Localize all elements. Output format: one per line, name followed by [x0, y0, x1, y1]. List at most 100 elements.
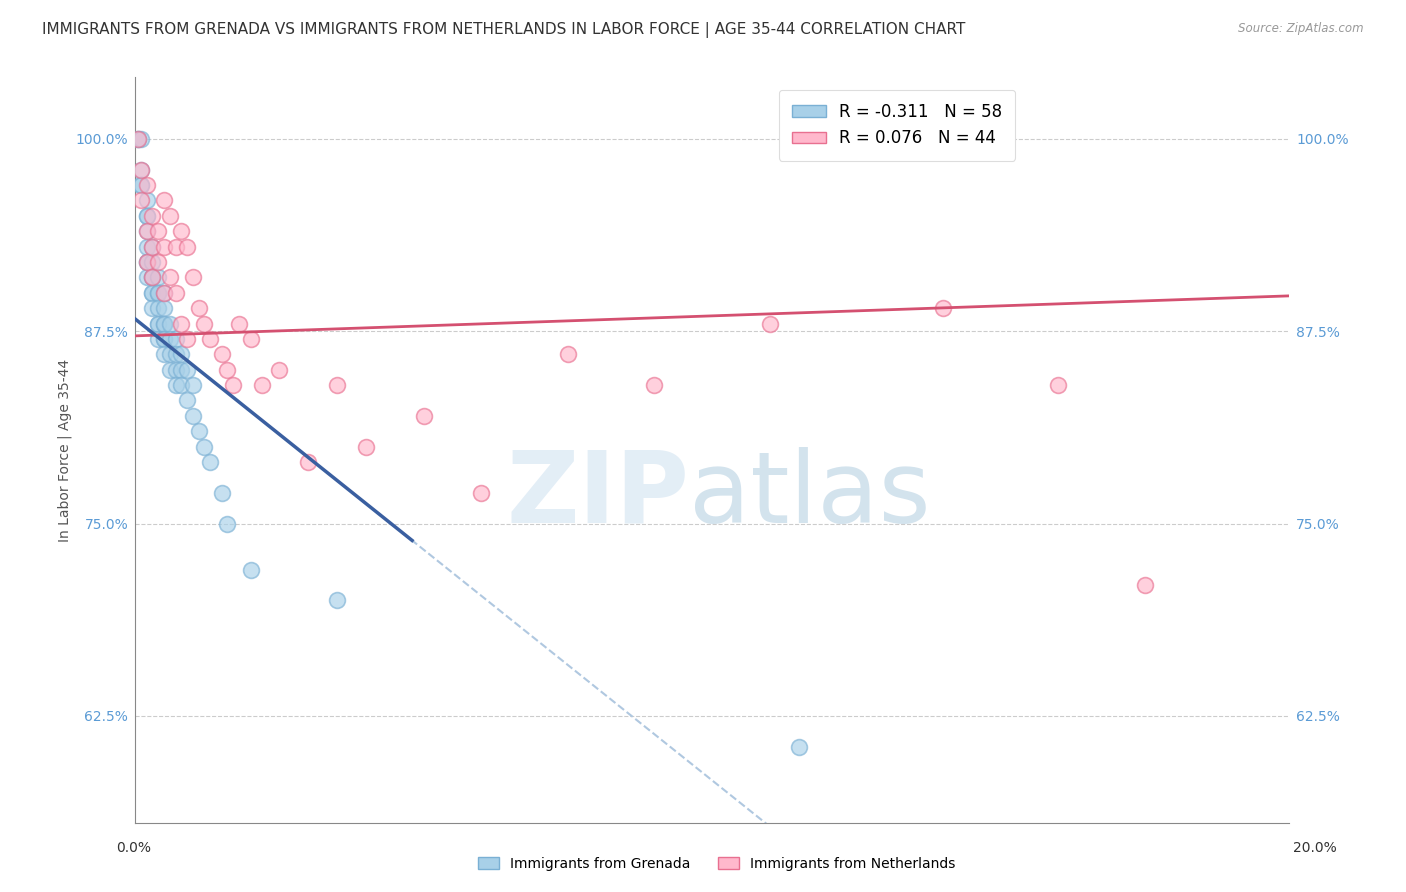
Text: ZIP: ZIP	[506, 447, 689, 544]
Point	[148, 332, 170, 346]
Point	[127, 132, 149, 146]
Point	[181, 270, 204, 285]
Point	[129, 132, 152, 146]
Point	[153, 240, 176, 254]
Point	[759, 317, 782, 331]
Point	[170, 347, 193, 361]
Point	[129, 162, 152, 177]
Point	[159, 270, 181, 285]
Point	[269, 362, 291, 376]
Point	[135, 194, 157, 208]
Point	[127, 132, 149, 146]
Point	[170, 378, 193, 392]
Point	[165, 332, 187, 346]
Point	[135, 240, 157, 254]
Point	[165, 285, 187, 300]
Point	[148, 270, 170, 285]
Point	[135, 224, 157, 238]
Point	[198, 332, 221, 346]
Text: atlas: atlas	[689, 447, 931, 544]
Point	[211, 485, 233, 500]
Point	[153, 301, 176, 315]
Point	[181, 409, 204, 423]
Point	[187, 424, 209, 438]
Point	[148, 317, 170, 331]
Point	[643, 378, 665, 392]
Point	[250, 378, 273, 392]
Point	[135, 255, 157, 269]
Point	[239, 332, 262, 346]
Point	[141, 301, 163, 315]
Point	[170, 362, 193, 376]
Point	[176, 393, 198, 408]
Point	[557, 347, 579, 361]
Point	[326, 378, 349, 392]
Point	[141, 270, 163, 285]
Point	[141, 270, 163, 285]
Point	[211, 347, 233, 361]
Text: IMMIGRANTS FROM GRENADA VS IMMIGRANTS FROM NETHERLANDS IN LABOR FORCE | AGE 35-4: IMMIGRANTS FROM GRENADA VS IMMIGRANTS FR…	[42, 22, 966, 38]
Point	[787, 739, 810, 754]
Point	[165, 240, 187, 254]
Point	[141, 240, 163, 254]
Point	[165, 362, 187, 376]
Text: 0.0%: 0.0%	[117, 841, 150, 855]
Point	[193, 440, 215, 454]
Point	[193, 317, 215, 331]
Point	[153, 194, 176, 208]
Point	[159, 332, 181, 346]
Point	[217, 516, 239, 531]
Point	[159, 347, 181, 361]
Point	[176, 332, 198, 346]
Point	[412, 409, 434, 423]
Point	[217, 362, 239, 376]
Point	[135, 224, 157, 238]
Point	[153, 317, 176, 331]
Point	[141, 270, 163, 285]
Point	[129, 194, 152, 208]
Point	[297, 455, 319, 469]
Point	[932, 301, 955, 315]
Point	[153, 332, 176, 346]
Point	[135, 255, 157, 269]
Point	[129, 178, 152, 193]
Point	[148, 285, 170, 300]
Point	[1047, 378, 1070, 392]
Text: Source: ZipAtlas.com: Source: ZipAtlas.com	[1239, 22, 1364, 36]
Point	[170, 224, 193, 238]
Point	[148, 301, 170, 315]
Point	[148, 285, 170, 300]
Point	[170, 317, 193, 331]
Point	[354, 440, 377, 454]
Point	[135, 209, 157, 223]
Legend: R = -0.311   N = 58, R = 0.076   N = 44: R = -0.311 N = 58, R = 0.076 N = 44	[779, 89, 1015, 161]
Point	[135, 270, 157, 285]
Point	[159, 317, 181, 331]
Point	[135, 255, 157, 269]
Point	[148, 224, 170, 238]
Point	[135, 178, 157, 193]
Point	[153, 317, 176, 331]
Point	[159, 362, 181, 376]
Point	[129, 162, 152, 177]
Point	[141, 285, 163, 300]
Point	[127, 132, 149, 146]
Point	[326, 593, 349, 607]
Point	[176, 240, 198, 254]
Point	[1133, 578, 1156, 592]
Point	[141, 240, 163, 254]
Y-axis label: In Labor Force | Age 35-44: In Labor Force | Age 35-44	[58, 359, 72, 542]
Point	[470, 485, 492, 500]
Point	[153, 347, 176, 361]
Point	[141, 255, 163, 269]
Point	[187, 301, 209, 315]
Point	[198, 455, 221, 469]
Point	[148, 317, 170, 331]
Point	[165, 378, 187, 392]
Point	[176, 362, 198, 376]
Legend: Immigrants from Grenada, Immigrants from Netherlands: Immigrants from Grenada, Immigrants from…	[472, 851, 962, 876]
Point	[222, 378, 245, 392]
Point	[159, 209, 181, 223]
Point	[181, 378, 204, 392]
Text: 20.0%: 20.0%	[1292, 841, 1337, 855]
